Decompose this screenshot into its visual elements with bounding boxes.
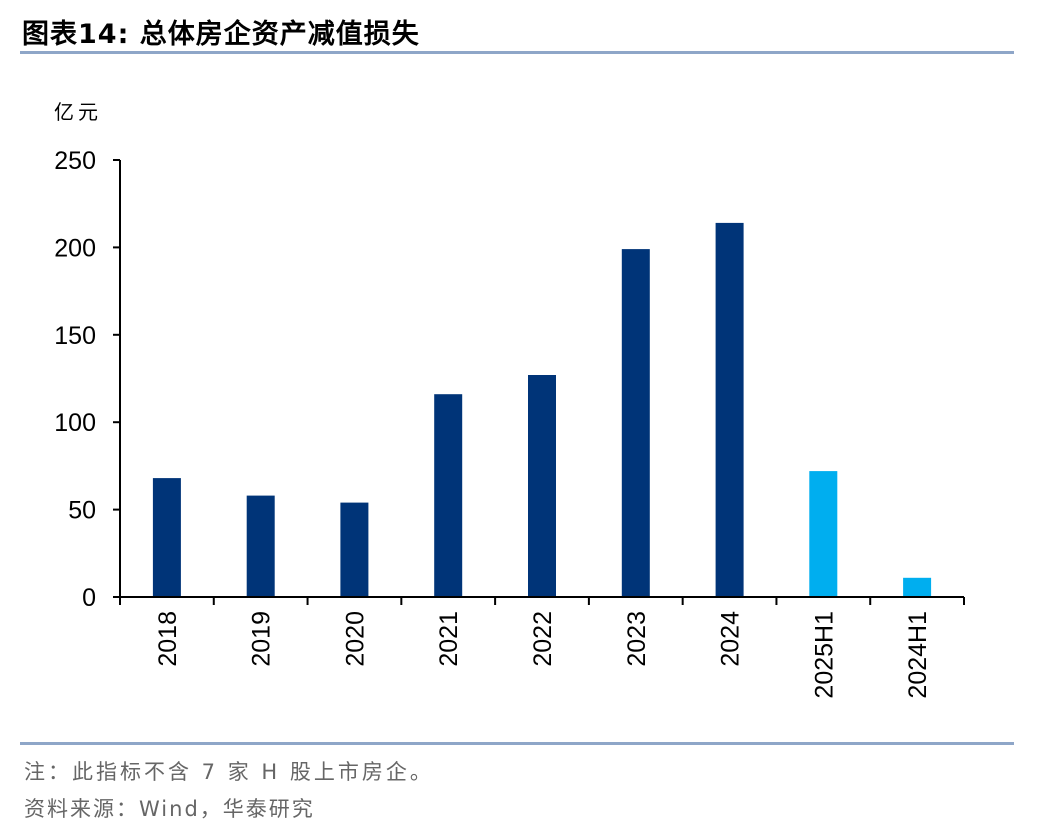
y-tick-label-50: 50: [68, 497, 96, 525]
bar-2018: [152, 478, 181, 597]
x-tick-label-2024: 2024: [717, 611, 745, 667]
bar-2019: [246, 495, 275, 597]
x-tick-label-2018: 2018: [154, 611, 182, 667]
bottom-divider: [20, 742, 1014, 745]
bar-2022: [528, 375, 556, 597]
x-tick-label-2023: 2023: [623, 611, 651, 667]
top-divider: [20, 51, 1014, 54]
x-tick-label-2021: 2021: [435, 611, 463, 667]
bar-2025H1: [809, 471, 838, 597]
y-axis-unit-label: 亿元: [54, 100, 102, 124]
x-tick-label-2025H1: 2025H1: [810, 611, 838, 699]
bar-2020: [340, 502, 369, 597]
bar-chart: 0 50 100 150 200 250 2018 2019 2020 2021 2022 2023 2…: [54, 147, 965, 699]
y-tick-label-250: 250: [54, 147, 96, 175]
x-tick-label-2024H1: 2024H1: [904, 611, 932, 699]
footnote: 注：此指标不含 7 家 H 股上市房企。: [24, 760, 434, 784]
bar-2023: [621, 249, 650, 597]
x-tick-label-2019: 2019: [248, 611, 276, 667]
x-tick-label-2022: 2022: [529, 611, 557, 667]
source-line: 资料来源：Wind，华泰研究: [24, 797, 315, 821]
y-tick-label-150: 150: [54, 322, 96, 350]
y-tick-label-0: 0: [82, 584, 96, 612]
y-tick-label-200: 200: [54, 234, 96, 262]
y-tick-label-100: 100: [54, 409, 96, 437]
x-tick-label-2020: 2020: [341, 611, 369, 667]
bar-2021: [434, 394, 463, 597]
bar-2024H1: [903, 577, 932, 597]
chart-title: 图表14: 总体房企资产减值损失: [22, 19, 420, 50]
bar-2024: [715, 222, 744, 597]
